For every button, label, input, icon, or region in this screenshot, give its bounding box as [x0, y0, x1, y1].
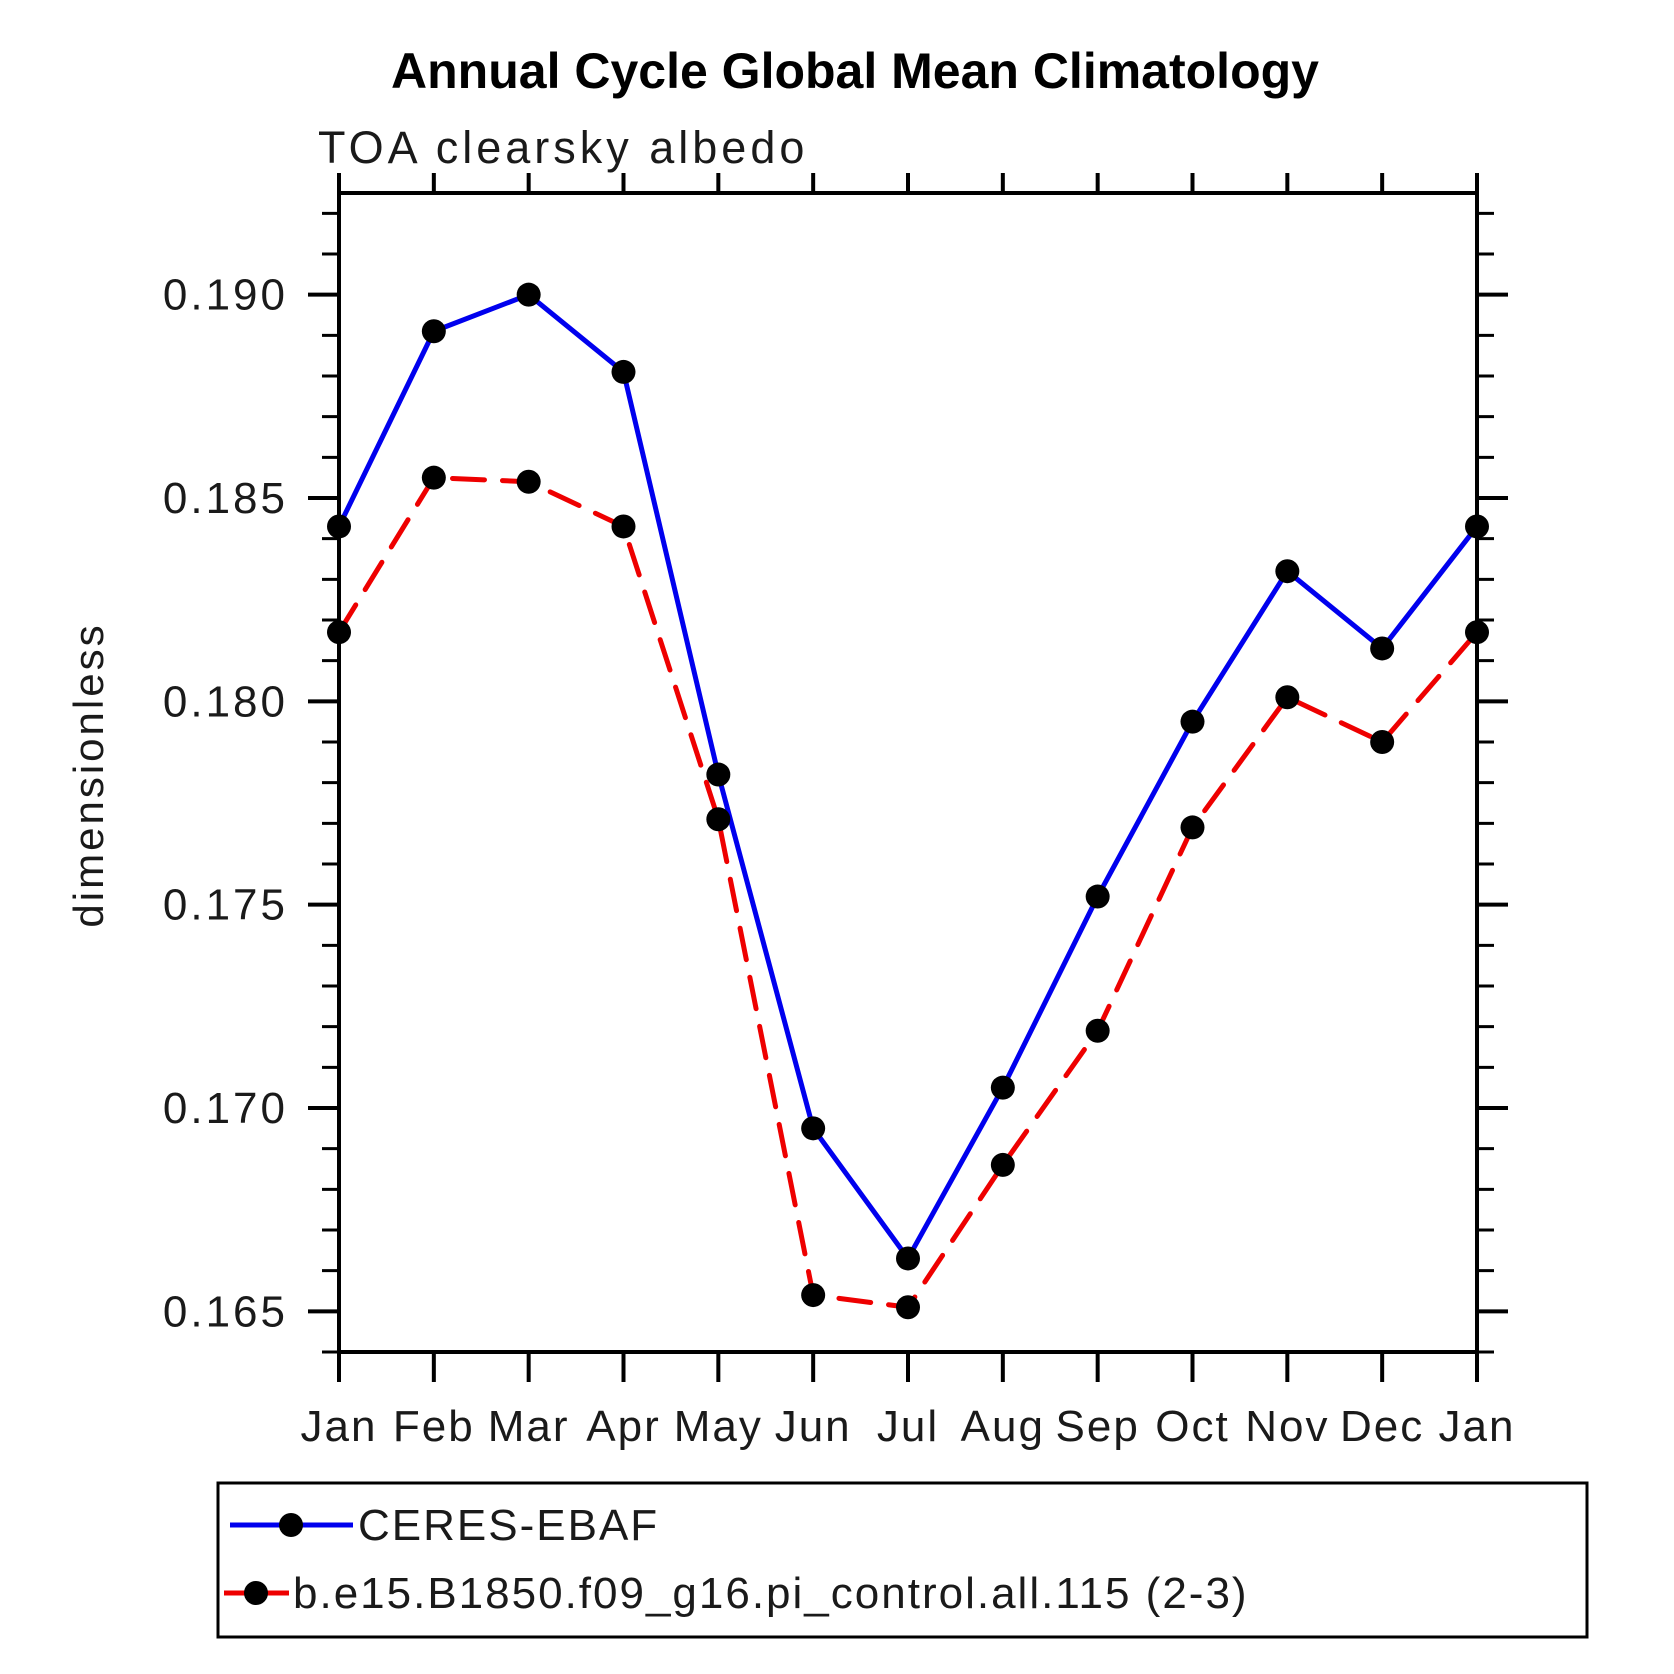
y-axis-label: dimensionless — [65, 622, 112, 927]
data-point-marker — [516, 469, 541, 494]
data-point-marker — [1370, 636, 1395, 661]
data-point-marker — [516, 282, 541, 307]
data-point-marker — [990, 1075, 1015, 1100]
x-tick-label: Jan — [1439, 1402, 1516, 1451]
y-tick-label: 0.170 — [163, 1084, 288, 1133]
y-tick-label: 0.175 — [163, 881, 288, 930]
data-point-marker — [990, 1152, 1015, 1177]
data-point-marker — [611, 514, 636, 539]
plot-border — [337, 191, 1479, 1354]
data-point-marker — [896, 1295, 920, 1320]
data-point-marker — [1180, 815, 1205, 840]
data-point-marker — [1275, 559, 1300, 584]
legend-entry-model: b.e15.B1850.f09_g16.pi_control.all.115 (… — [224, 1569, 1249, 1618]
data-point-marker — [421, 465, 446, 490]
data-point-marker — [896, 1246, 920, 1271]
x-tick-label: Jan — [301, 1402, 378, 1451]
series-line-0 — [336, 292, 1480, 1261]
y-tick-label: 0.180 — [163, 677, 288, 726]
page-title: Annual Cycle Global Mean Climatology — [391, 43, 1319, 99]
x-tick-label: Dec — [1340, 1402, 1424, 1451]
data-point-marker — [1370, 730, 1395, 754]
series-line-1 — [336, 475, 1480, 1310]
legend-label-model: b.e15.B1850.f09_g16.pi_control.all.115 (… — [293, 1569, 1249, 1618]
legend-label-ceres: CERES-EBAF — [358, 1501, 659, 1550]
x-tick-label: Feb — [393, 1402, 475, 1451]
y-tick-label: 0.165 — [163, 1287, 288, 1336]
data-point-marker — [1465, 620, 1489, 645]
data-point-marker — [801, 1283, 826, 1308]
data-point-marker — [1465, 514, 1489, 539]
legend-entry-ceres: CERES-EBAF — [230, 1501, 659, 1550]
legend-marker-dot — [279, 1513, 303, 1537]
x-tick-label: Mar — [488, 1402, 570, 1451]
x-tick-label: Oct — [1155, 1402, 1229, 1451]
data-point-marker — [611, 359, 636, 384]
x-tick-label: Apr — [586, 1402, 660, 1451]
axis-ticks — [308, 173, 1508, 1382]
x-tick-label: Sep — [1056, 1402, 1140, 1451]
y-tick-label: 0.190 — [163, 271, 288, 320]
data-point-marker — [706, 762, 731, 787]
data-point-marker — [327, 620, 351, 645]
data-point-marker — [801, 1116, 826, 1141]
data-point-marker — [327, 514, 351, 539]
data-point-marker — [1085, 1018, 1110, 1043]
x-tick-labels: Jan Feb Mar Apr May Jun Jul Aug Sep Oct Nov Dec Jan — [301, 1402, 1516, 1451]
data-point-marker — [1275, 685, 1300, 710]
y-tick-labels: 0.165 0.170 0.175 0.180 0.185 0.190 — [163, 271, 288, 1337]
data-point-marker — [1085, 884, 1110, 909]
data-point-marker — [1180, 709, 1205, 734]
x-tick-label: Jun — [775, 1402, 852, 1451]
chart-subtitle: TOA clearsky albedo — [318, 122, 808, 173]
data-point-marker — [421, 319, 446, 344]
legend-box — [216, 1481, 1589, 1639]
plot-frame — [337, 191, 1479, 1354]
data-series — [327, 282, 1489, 1320]
data-point-marker — [706, 807, 731, 832]
x-tick-label: Jul — [877, 1402, 939, 1451]
legend-marker-dot — [244, 1581, 268, 1605]
x-tick-label: May — [674, 1402, 763, 1451]
y-tick-label: 0.185 — [163, 474, 288, 523]
x-tick-label: Nov — [1245, 1402, 1329, 1451]
x-tick-label: Aug — [961, 1402, 1045, 1451]
legend: CERES-EBAF b.e15.B1850.f09_g16.pi_contro… — [216, 1481, 1589, 1639]
